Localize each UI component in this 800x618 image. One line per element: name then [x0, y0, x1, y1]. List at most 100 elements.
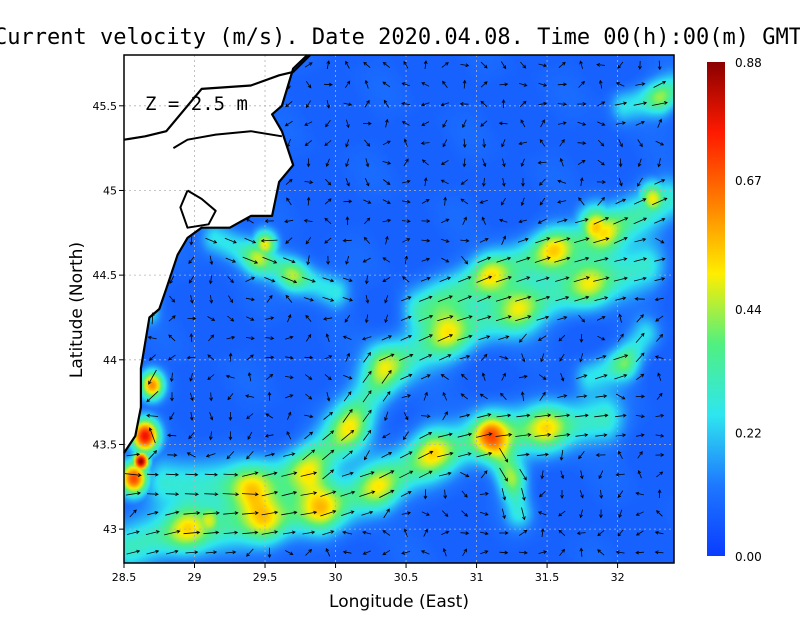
velocity-arrow: [362, 390, 372, 403]
velocity-arrow: [574, 413, 589, 418]
velocity-arrow: [362, 530, 372, 535]
velocity-arrow: [421, 511, 430, 516]
velocity-arrow: [382, 391, 391, 402]
velocity-arrow: [614, 101, 628, 106]
velocity-arrow: [634, 237, 647, 243]
plot-area: Z = 2.5 m: [123, 54, 675, 564]
velocity-arrow: [209, 412, 214, 421]
velocity-arrow: [574, 237, 590, 243]
velocity-arrow: [536, 452, 549, 457]
velocity-arrow: [342, 408, 353, 423]
velocity-arrow: [657, 489, 662, 499]
velocity-arrow: [439, 354, 452, 361]
velocity-arrow: [344, 80, 351, 89]
velocity-arrow: [635, 121, 645, 126]
velocity-arrow: [170, 392, 174, 402]
velocity-arrow: [574, 256, 590, 263]
velocity-arrow: [226, 451, 235, 460]
velocity-arrow: [147, 335, 157, 340]
velocity-arrow: [615, 550, 625, 555]
velocity-arrow: [247, 371, 252, 382]
velocity-arrow: [481, 216, 486, 225]
velocity-arrow: [345, 139, 350, 148]
velocity-arrow: [322, 469, 335, 480]
velocity-arrow: [558, 334, 566, 342]
velocity-arrow: [285, 294, 293, 303]
velocity-arrow: [616, 393, 626, 400]
velocity-arrow: [265, 355, 275, 360]
velocity-arrow: [364, 139, 371, 147]
velocity-arrow: [246, 548, 254, 557]
velocity-arrow: [382, 530, 391, 536]
velocity-arrow: [538, 491, 546, 498]
velocity-arrow: [597, 549, 605, 556]
velocity-arrow: [482, 158, 487, 168]
velocity-arrow: [539, 197, 546, 206]
velocity-arrow: [559, 548, 566, 556]
velocity-arrow: [264, 277, 276, 283]
velocity-arrow: [518, 529, 528, 536]
velocity-arrow: [442, 411, 448, 421]
y-tick-label: 44: [103, 354, 117, 367]
velocity-arrow: [462, 216, 467, 225]
velocity-arrow: [535, 295, 551, 302]
velocity-arrow: [633, 257, 647, 262]
velocity-arrow: [654, 179, 666, 185]
velocity-arrow: [223, 530, 239, 535]
velocity-arrow: [246, 413, 254, 420]
velocity-arrow: [519, 468, 527, 481]
velocity-arrow: [516, 276, 531, 283]
velocity-arrow: [418, 470, 433, 479]
velocity-arrow: [460, 531, 470, 535]
velocity-arrow: [148, 450, 158, 460]
velocity-arrow: [264, 433, 274, 438]
velocity-arrow: [596, 63, 606, 67]
velocity-arrow: [227, 315, 235, 322]
velocity-arrow: [207, 316, 216, 321]
velocity-arrow: [595, 394, 608, 399]
velocity-arrow: [595, 453, 606, 457]
velocity-arrow: [557, 316, 568, 321]
velocity-arrow: [617, 61, 624, 69]
velocity-arrow: [345, 60, 350, 69]
velocity-arrow: [207, 354, 215, 361]
velocity-arrow: [241, 492, 259, 497]
velocity-arrow: [637, 177, 643, 187]
velocity-arrow: [262, 256, 278, 264]
velocity-arrow: [382, 179, 391, 186]
velocity-arrow: [634, 198, 647, 205]
velocity-arrow: [402, 276, 410, 283]
velocity-arrow: [579, 60, 583, 69]
velocity-arrow: [637, 470, 642, 479]
velocity-arrow: [145, 530, 160, 535]
velocity-arrow: [379, 489, 395, 498]
velocity-arrow: [559, 139, 565, 147]
velocity-arrow: [557, 82, 568, 87]
velocity-arrow: [364, 217, 371, 225]
velocity-arrow: [400, 335, 413, 341]
x-tick-label: 30: [329, 571, 343, 584]
velocity-arrow: [223, 472, 239, 477]
velocity-arrow: [501, 139, 506, 148]
velocity-arrow: [655, 453, 665, 457]
velocity-arrow: [557, 199, 567, 204]
velocity-arrow: [281, 471, 298, 477]
velocity-arrow: [245, 394, 255, 399]
velocity-arrow: [365, 295, 370, 304]
velocity-arrow: [228, 295, 234, 304]
velocity-arrow: [495, 432, 513, 437]
velocity-arrow: [498, 121, 508, 126]
velocity-arrow: [148, 369, 157, 385]
velocity-arrow: [538, 101, 548, 106]
velocity-arrow: [618, 158, 623, 168]
velocity-arrow: [362, 257, 371, 263]
velocity-arrow: [245, 276, 256, 282]
velocity-arrow: [635, 491, 644, 496]
velocity-arrow: [560, 373, 565, 382]
velocity-arrow: [167, 354, 176, 361]
velocity-arrow: [246, 316, 255, 321]
velocity-arrow: [382, 81, 391, 88]
velocity-arrow: [558, 510, 566, 517]
velocity-arrow: [460, 238, 470, 243]
velocity-arrow: [165, 492, 180, 497]
